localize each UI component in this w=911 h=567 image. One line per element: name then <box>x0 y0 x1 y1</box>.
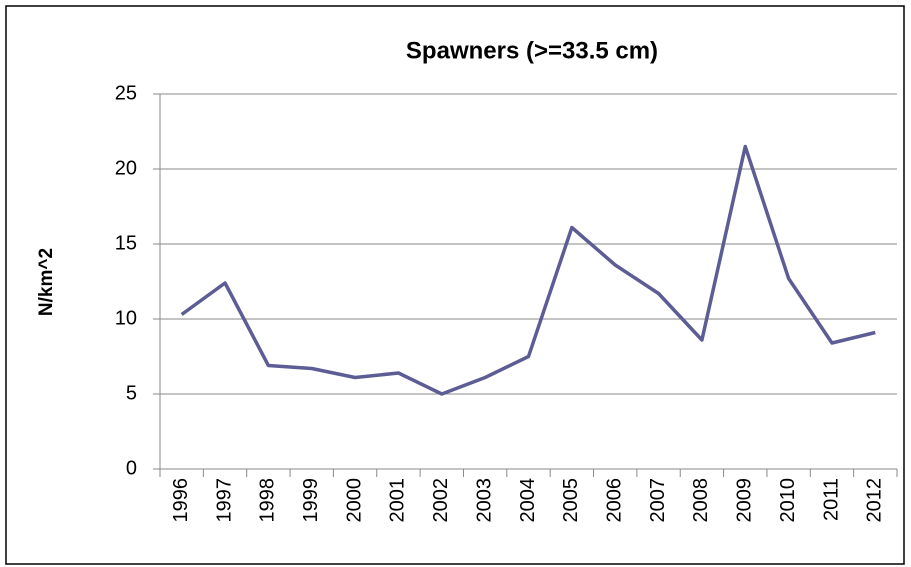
x-tick-label: 2009 <box>734 478 756 523</box>
x-tick-label: 2001 <box>387 478 409 523</box>
y-tick-label: 0 <box>126 457 137 479</box>
chart-border <box>5 5 905 565</box>
x-tick-label: 1999 <box>300 478 322 523</box>
data-line <box>180 144 876 396</box>
chart-title: Spawners (>=33.5 cm) <box>406 37 658 64</box>
x-tick-label: 2004 <box>517 478 539 523</box>
x-tick-label: 1996 <box>170 478 192 523</box>
y-tick-label: 15 <box>115 232 137 254</box>
x-tick-label: 2006 <box>603 478 625 523</box>
x-tick-label: 1997 <box>213 478 235 523</box>
x-tick-label: 2012 <box>864 478 886 523</box>
x-tick-label: 1998 <box>257 478 279 523</box>
x-tick-label: 2010 <box>777 478 799 523</box>
x-tick-label: 2007 <box>647 478 669 523</box>
x-tick-label: 2003 <box>473 478 495 523</box>
y-tick-label: 5 <box>126 382 137 404</box>
y-tick-label: 10 <box>115 307 137 329</box>
x-tick-label: 2011 <box>820 478 842 521</box>
x-tick-label: 2008 <box>690 478 712 523</box>
x-tick-label: 2002 <box>430 478 452 523</box>
y-axis-label: N/km^2 <box>36 248 57 316</box>
x-tick-label: 2000 <box>343 478 365 523</box>
y-tick-label: 20 <box>115 157 137 179</box>
x-tick-label: 2005 <box>560 478 582 523</box>
y-tick-label: 25 <box>115 82 137 104</box>
